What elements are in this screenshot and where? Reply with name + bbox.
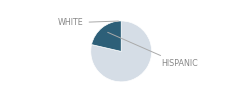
- Wedge shape: [91, 21, 152, 82]
- Text: WHITE: WHITE: [58, 18, 118, 27]
- Text: HISPANIC: HISPANIC: [108, 32, 198, 68]
- Wedge shape: [91, 21, 121, 51]
